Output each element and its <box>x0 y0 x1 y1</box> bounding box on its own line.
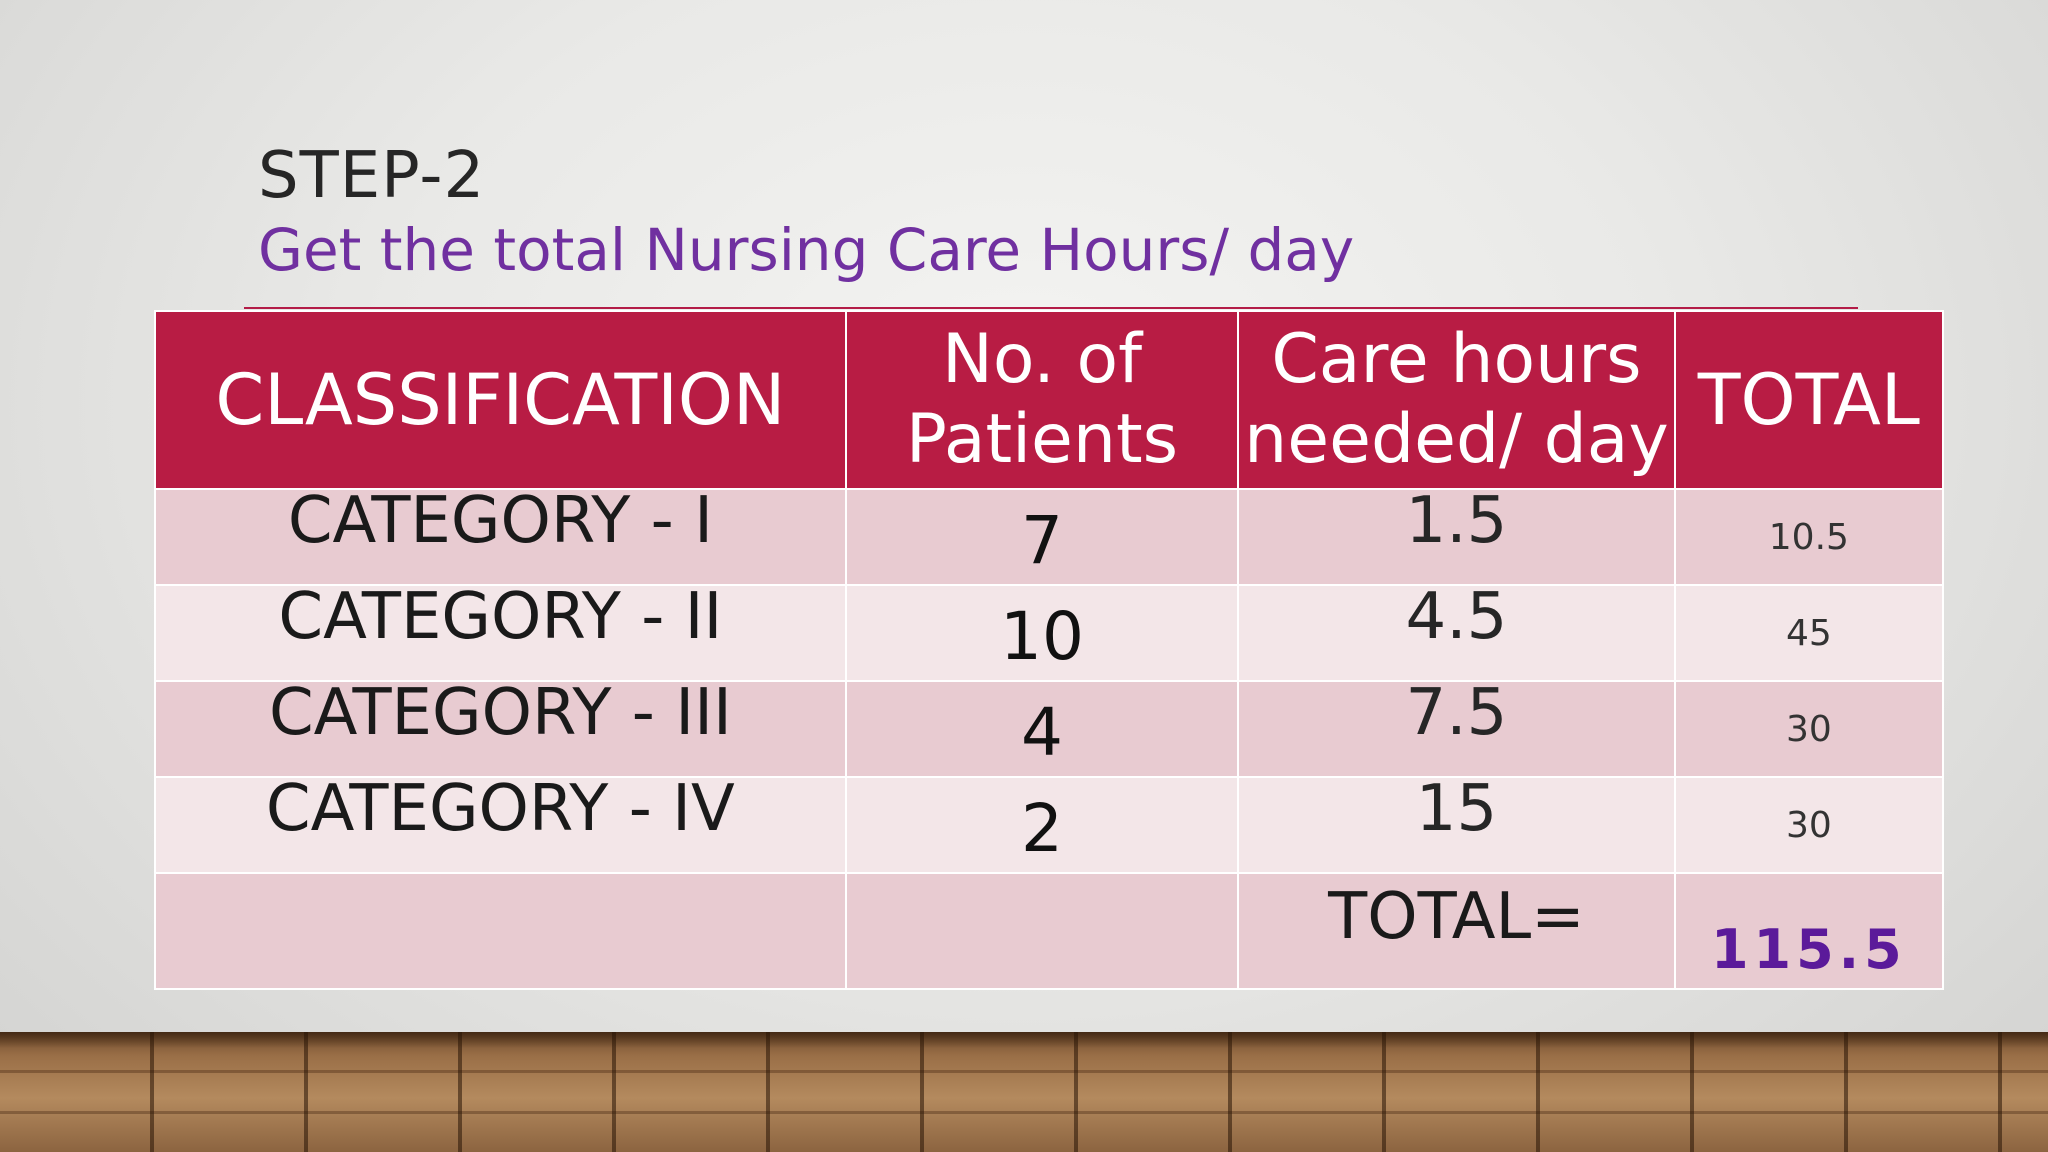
patients-cell: 4 <box>844 680 1240 778</box>
empty-cell <box>844 872 1240 990</box>
care-hours-cell: 7.5 <box>1237 680 1676 778</box>
row-total-cell: 10.5 <box>1673 488 1945 586</box>
patients-cell: 10 <box>844 584 1240 682</box>
care-hours-cell: 15 <box>1237 776 1676 874</box>
header-care-hours-line2: needed/ day <box>1244 400 1669 479</box>
header-classification: CLASSIFICATION <box>154 310 847 490</box>
patients-cell: 7 <box>844 488 1240 586</box>
header-total: TOTAL <box>1673 310 1945 490</box>
category-cell: CATEGORY - IV <box>154 776 847 874</box>
title-divider <box>244 307 1858 309</box>
empty-cell <box>154 872 847 990</box>
header-no-of-patients: No. of Patients <box>844 310 1240 490</box>
floor-shadow <box>0 1032 2048 1048</box>
table-total-row: TOTAL= 115.5 <box>154 872 1945 990</box>
nursing-care-table: CLASSIFICATION No. of Patients Care hour… <box>154 310 1945 990</box>
table-header-row: CLASSIFICATION No. of Patients Care hour… <box>154 310 1945 490</box>
header-no-of-patients-line2: Patients <box>905 400 1179 479</box>
total-label: TOTAL= <box>1237 872 1676 990</box>
header-no-of-patients-line1: No. of <box>941 320 1143 399</box>
step-subtitle: Get the total Nursing Care Hours/ day <box>258 216 1355 284</box>
step-title: STEP-2 <box>258 139 486 213</box>
header-care-hours: Care hours needed/ day <box>1237 310 1676 490</box>
row-total-cell: 30 <box>1673 776 1945 874</box>
care-hours-cell: 4.5 <box>1237 584 1676 682</box>
wooden-floor <box>0 1032 2048 1152</box>
table-row: CATEGORY - II 10 4.5 45 <box>154 584 1945 682</box>
category-cell: CATEGORY - III <box>154 680 847 778</box>
table-row: CATEGORY - IV 2 15 30 <box>154 776 1945 874</box>
table-row: CATEGORY - I 7 1.5 10.5 <box>154 488 1945 586</box>
header-care-hours-line1: Care hours <box>1271 320 1642 399</box>
patients-cell: 2 <box>844 776 1240 874</box>
category-cell: CATEGORY - I <box>154 488 847 586</box>
row-total-cell: 45 <box>1673 584 1945 682</box>
care-hours-cell: 1.5 <box>1237 488 1676 586</box>
grand-total-value: 115.5 <box>1673 872 1945 990</box>
category-cell: CATEGORY - II <box>154 584 847 682</box>
table-row: CATEGORY - III 4 7.5 30 <box>154 680 1945 778</box>
row-total-cell: 30 <box>1673 680 1945 778</box>
